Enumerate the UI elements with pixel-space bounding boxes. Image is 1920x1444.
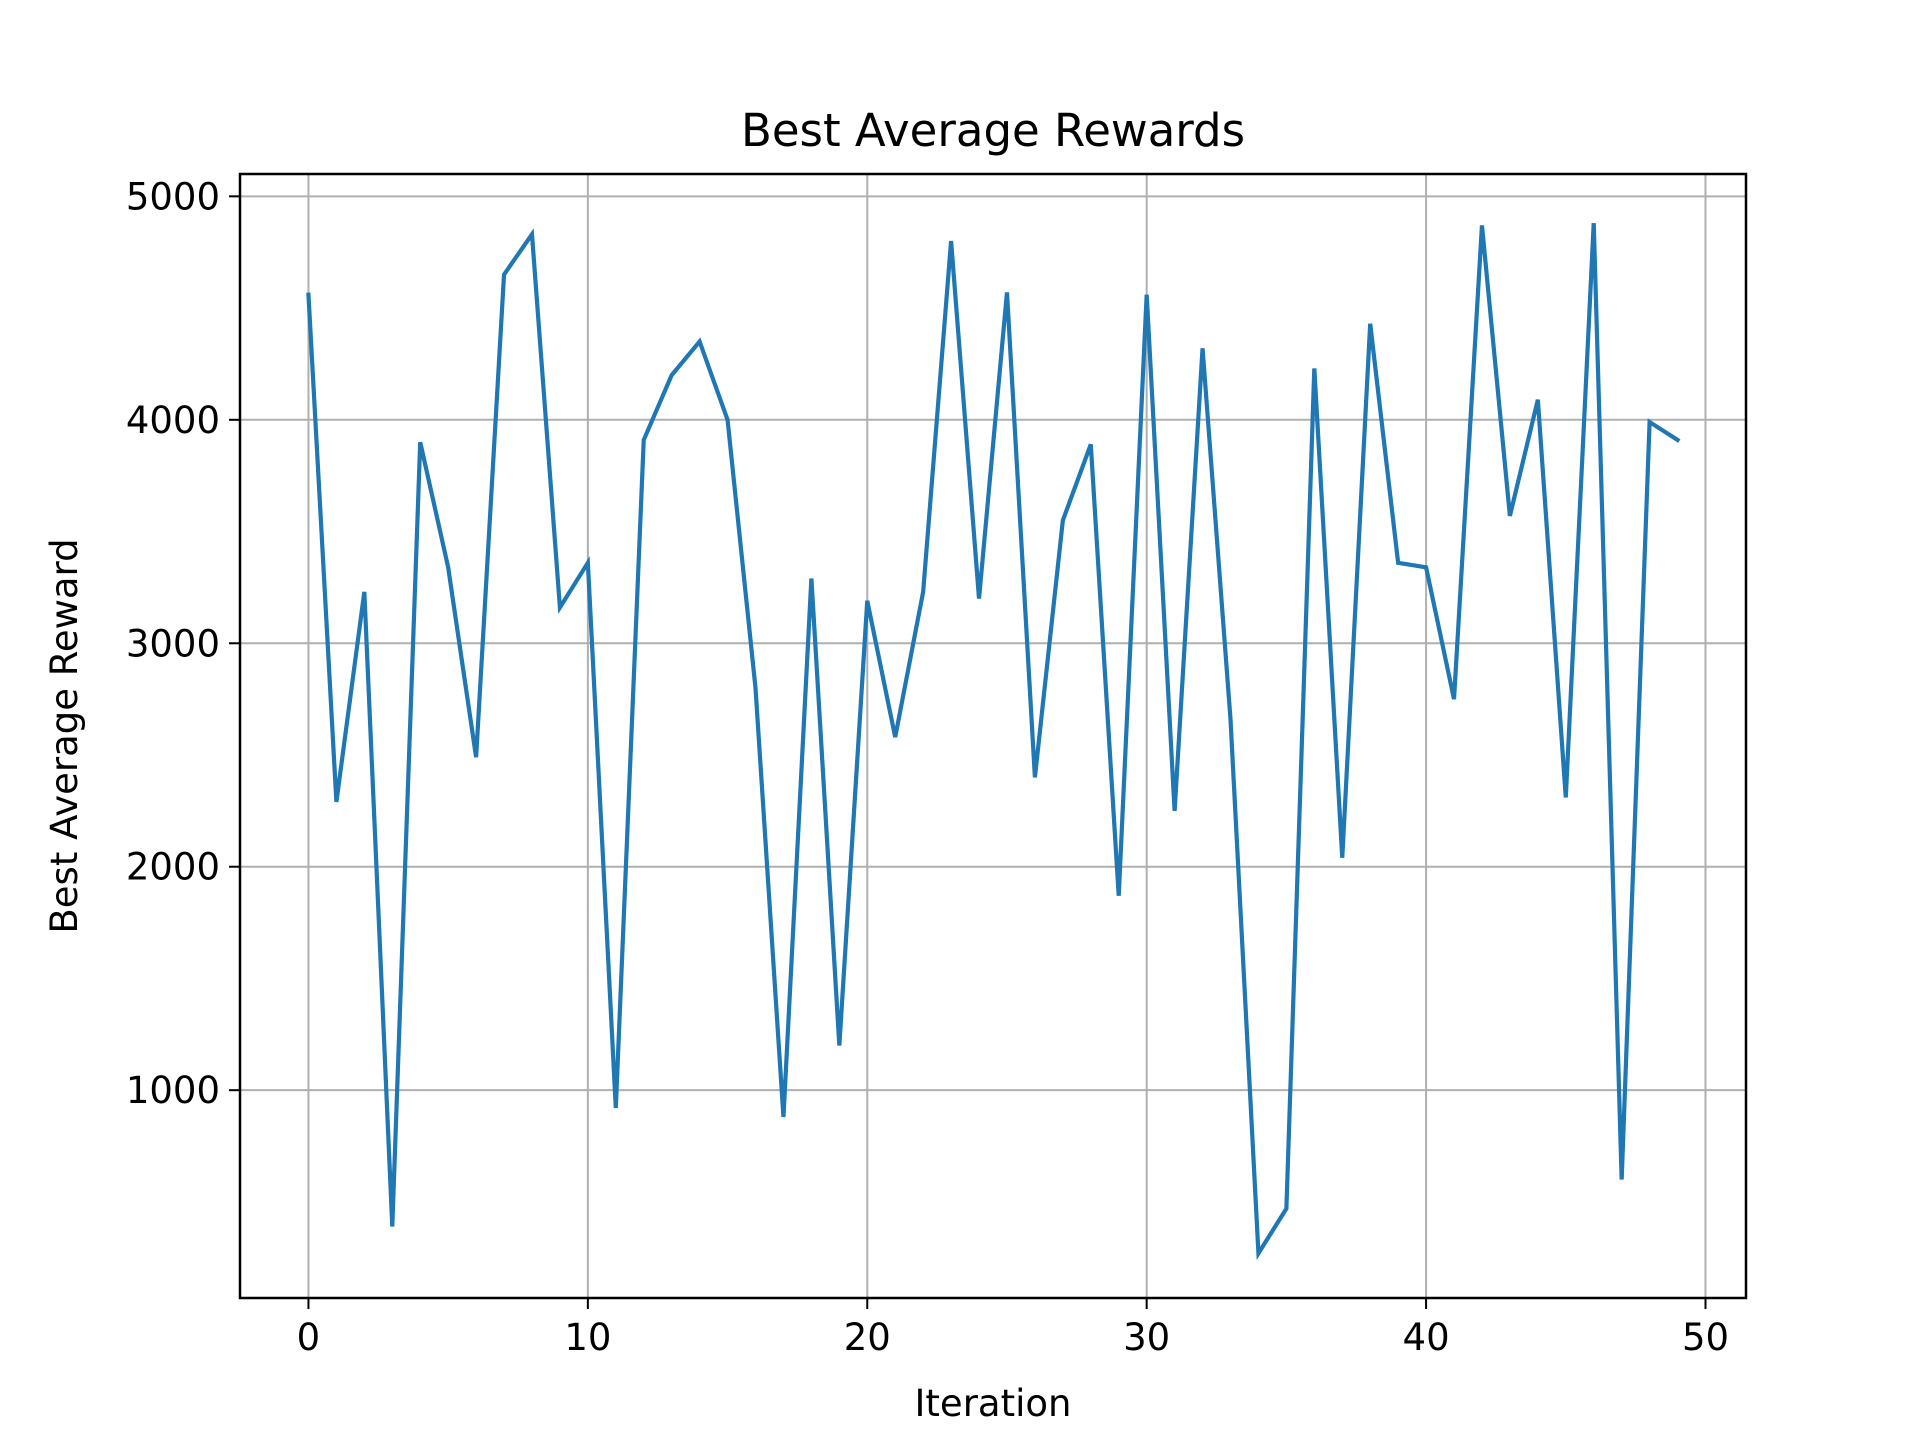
x-axis-label: Iteration [915, 1382, 1072, 1425]
y-tick-label: 1000 [126, 1069, 220, 1112]
y-axis-ticks: 1000 2000 3000 4000 5000 [126, 175, 240, 1112]
x-tick-label: 50 [1682, 1316, 1729, 1359]
x-tick-label: 40 [1403, 1316, 1450, 1359]
grid-lines [240, 174, 1746, 1298]
x-tick-label: 0 [297, 1316, 321, 1359]
series-layer [306, 223, 1681, 1261]
x-tick-label: 10 [564, 1316, 611, 1359]
y-tick-label: 3000 [126, 622, 220, 665]
series-line [306, 223, 1681, 1261]
axes-frame [238, 172, 1748, 1300]
x-axis-ticks: 0 10 20 30 40 50 [297, 1298, 1729, 1359]
x-tick-label: 20 [844, 1316, 891, 1359]
y-tick-label: 5000 [126, 175, 220, 218]
chart-title: Best Average Rewards [741, 104, 1245, 157]
y-axis-label: Best Average Reward [43, 538, 86, 933]
x-tick-label: 30 [1123, 1316, 1170, 1359]
y-tick-label: 2000 [126, 846, 220, 889]
y-tick-label: 4000 [126, 399, 220, 442]
